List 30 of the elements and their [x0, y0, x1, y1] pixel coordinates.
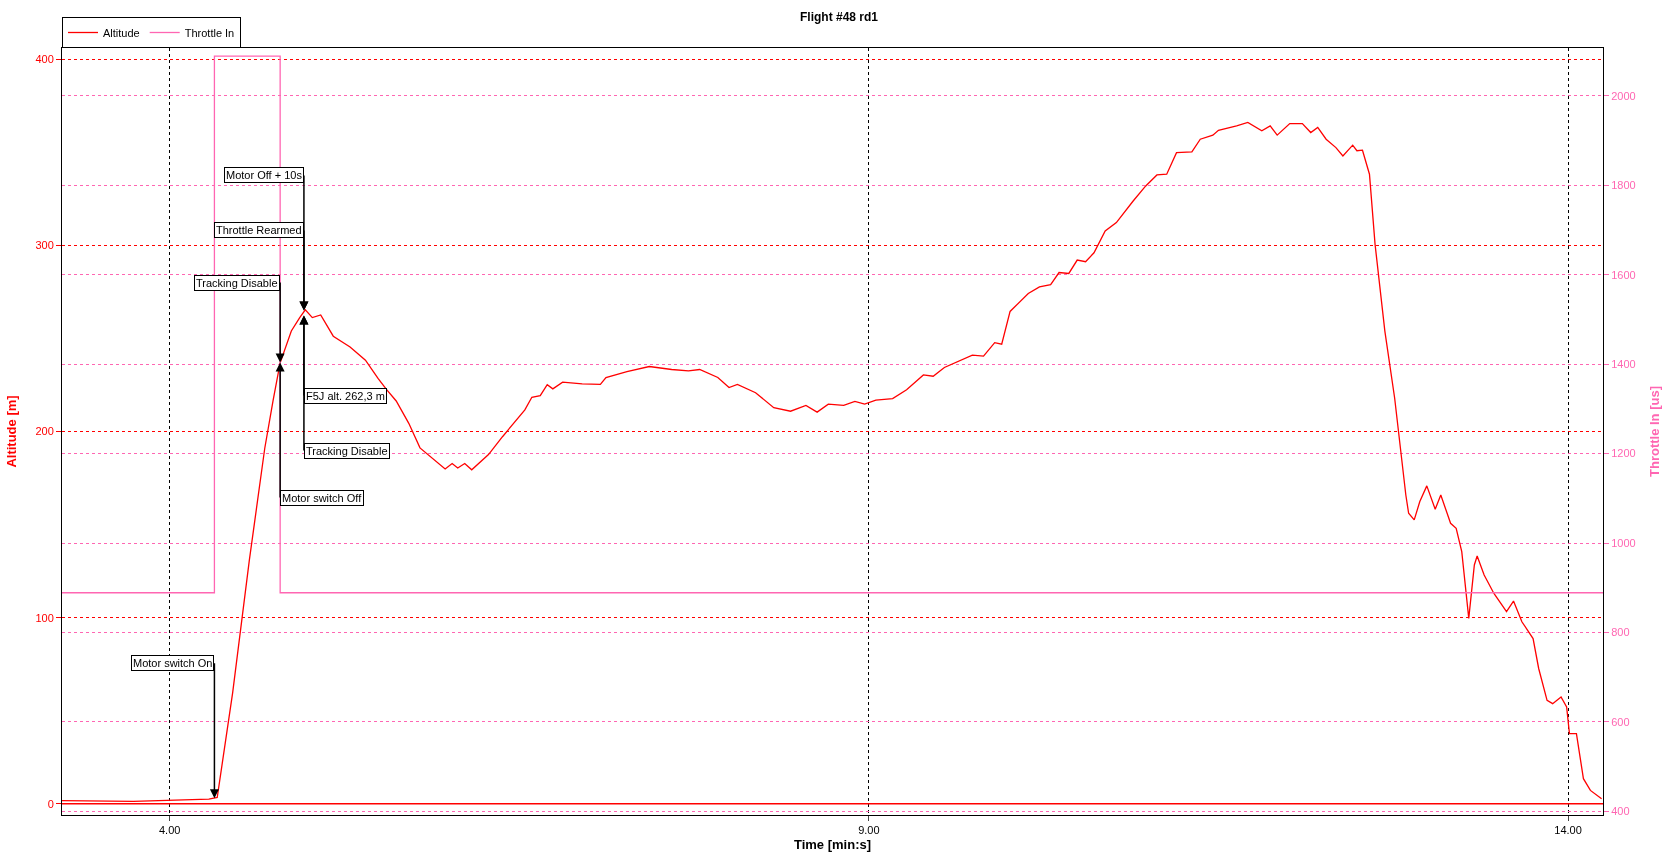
- y2-tick-label: 400: [1611, 805, 1630, 818]
- y-tick-label: 100: [35, 611, 54, 624]
- annotation: Tracking Disable: [196, 277, 278, 289]
- y2-axis-title: Throttle In [us]: [1647, 386, 1663, 477]
- x-tick-label: 4.00: [158, 824, 181, 837]
- y2-tick-label: 1000: [1611, 536, 1636, 549]
- annotation: Motor switch On: [133, 657, 213, 669]
- y-tick-label: 0: [47, 797, 54, 810]
- y2-tick-label: 1600: [1611, 268, 1636, 281]
- x-tick-label: 9.00: [858, 824, 880, 837]
- annotation: Motor switch Off: [282, 492, 363, 504]
- y2-tick-label: 1200: [1611, 447, 1636, 460]
- y2-tick-label: 600: [1611, 715, 1630, 728]
- annotation: F5J alt. 262,3 m: [306, 390, 385, 402]
- y2-tick-label: 800: [1611, 626, 1630, 639]
- y-tick-label: 300: [35, 239, 54, 252]
- y2-tick-label: 1400: [1611, 358, 1636, 371]
- chart-title: Flight #48 rd1: [799, 10, 879, 25]
- y-tick-label: 200: [35, 425, 54, 438]
- y-axis-title: Altitude [m]: [4, 395, 20, 468]
- y2-tick-label: 2000: [1611, 89, 1636, 102]
- annotation: Tracking Disable: [306, 445, 388, 457]
- annotation: Throttle Rearmed: [216, 224, 302, 236]
- annotation: Motor Off + 10s: [226, 169, 303, 181]
- x-axis-title: Time [min:s]: [793, 836, 872, 852]
- x-tick-label: 14.00: [1554, 824, 1582, 837]
- legend-label: Altitude: [103, 26, 140, 39]
- y2-tick-label: 1800: [1611, 179, 1636, 192]
- legend-label: Throttle In: [184, 26, 235, 39]
- y-tick-label: 400: [35, 53, 54, 66]
